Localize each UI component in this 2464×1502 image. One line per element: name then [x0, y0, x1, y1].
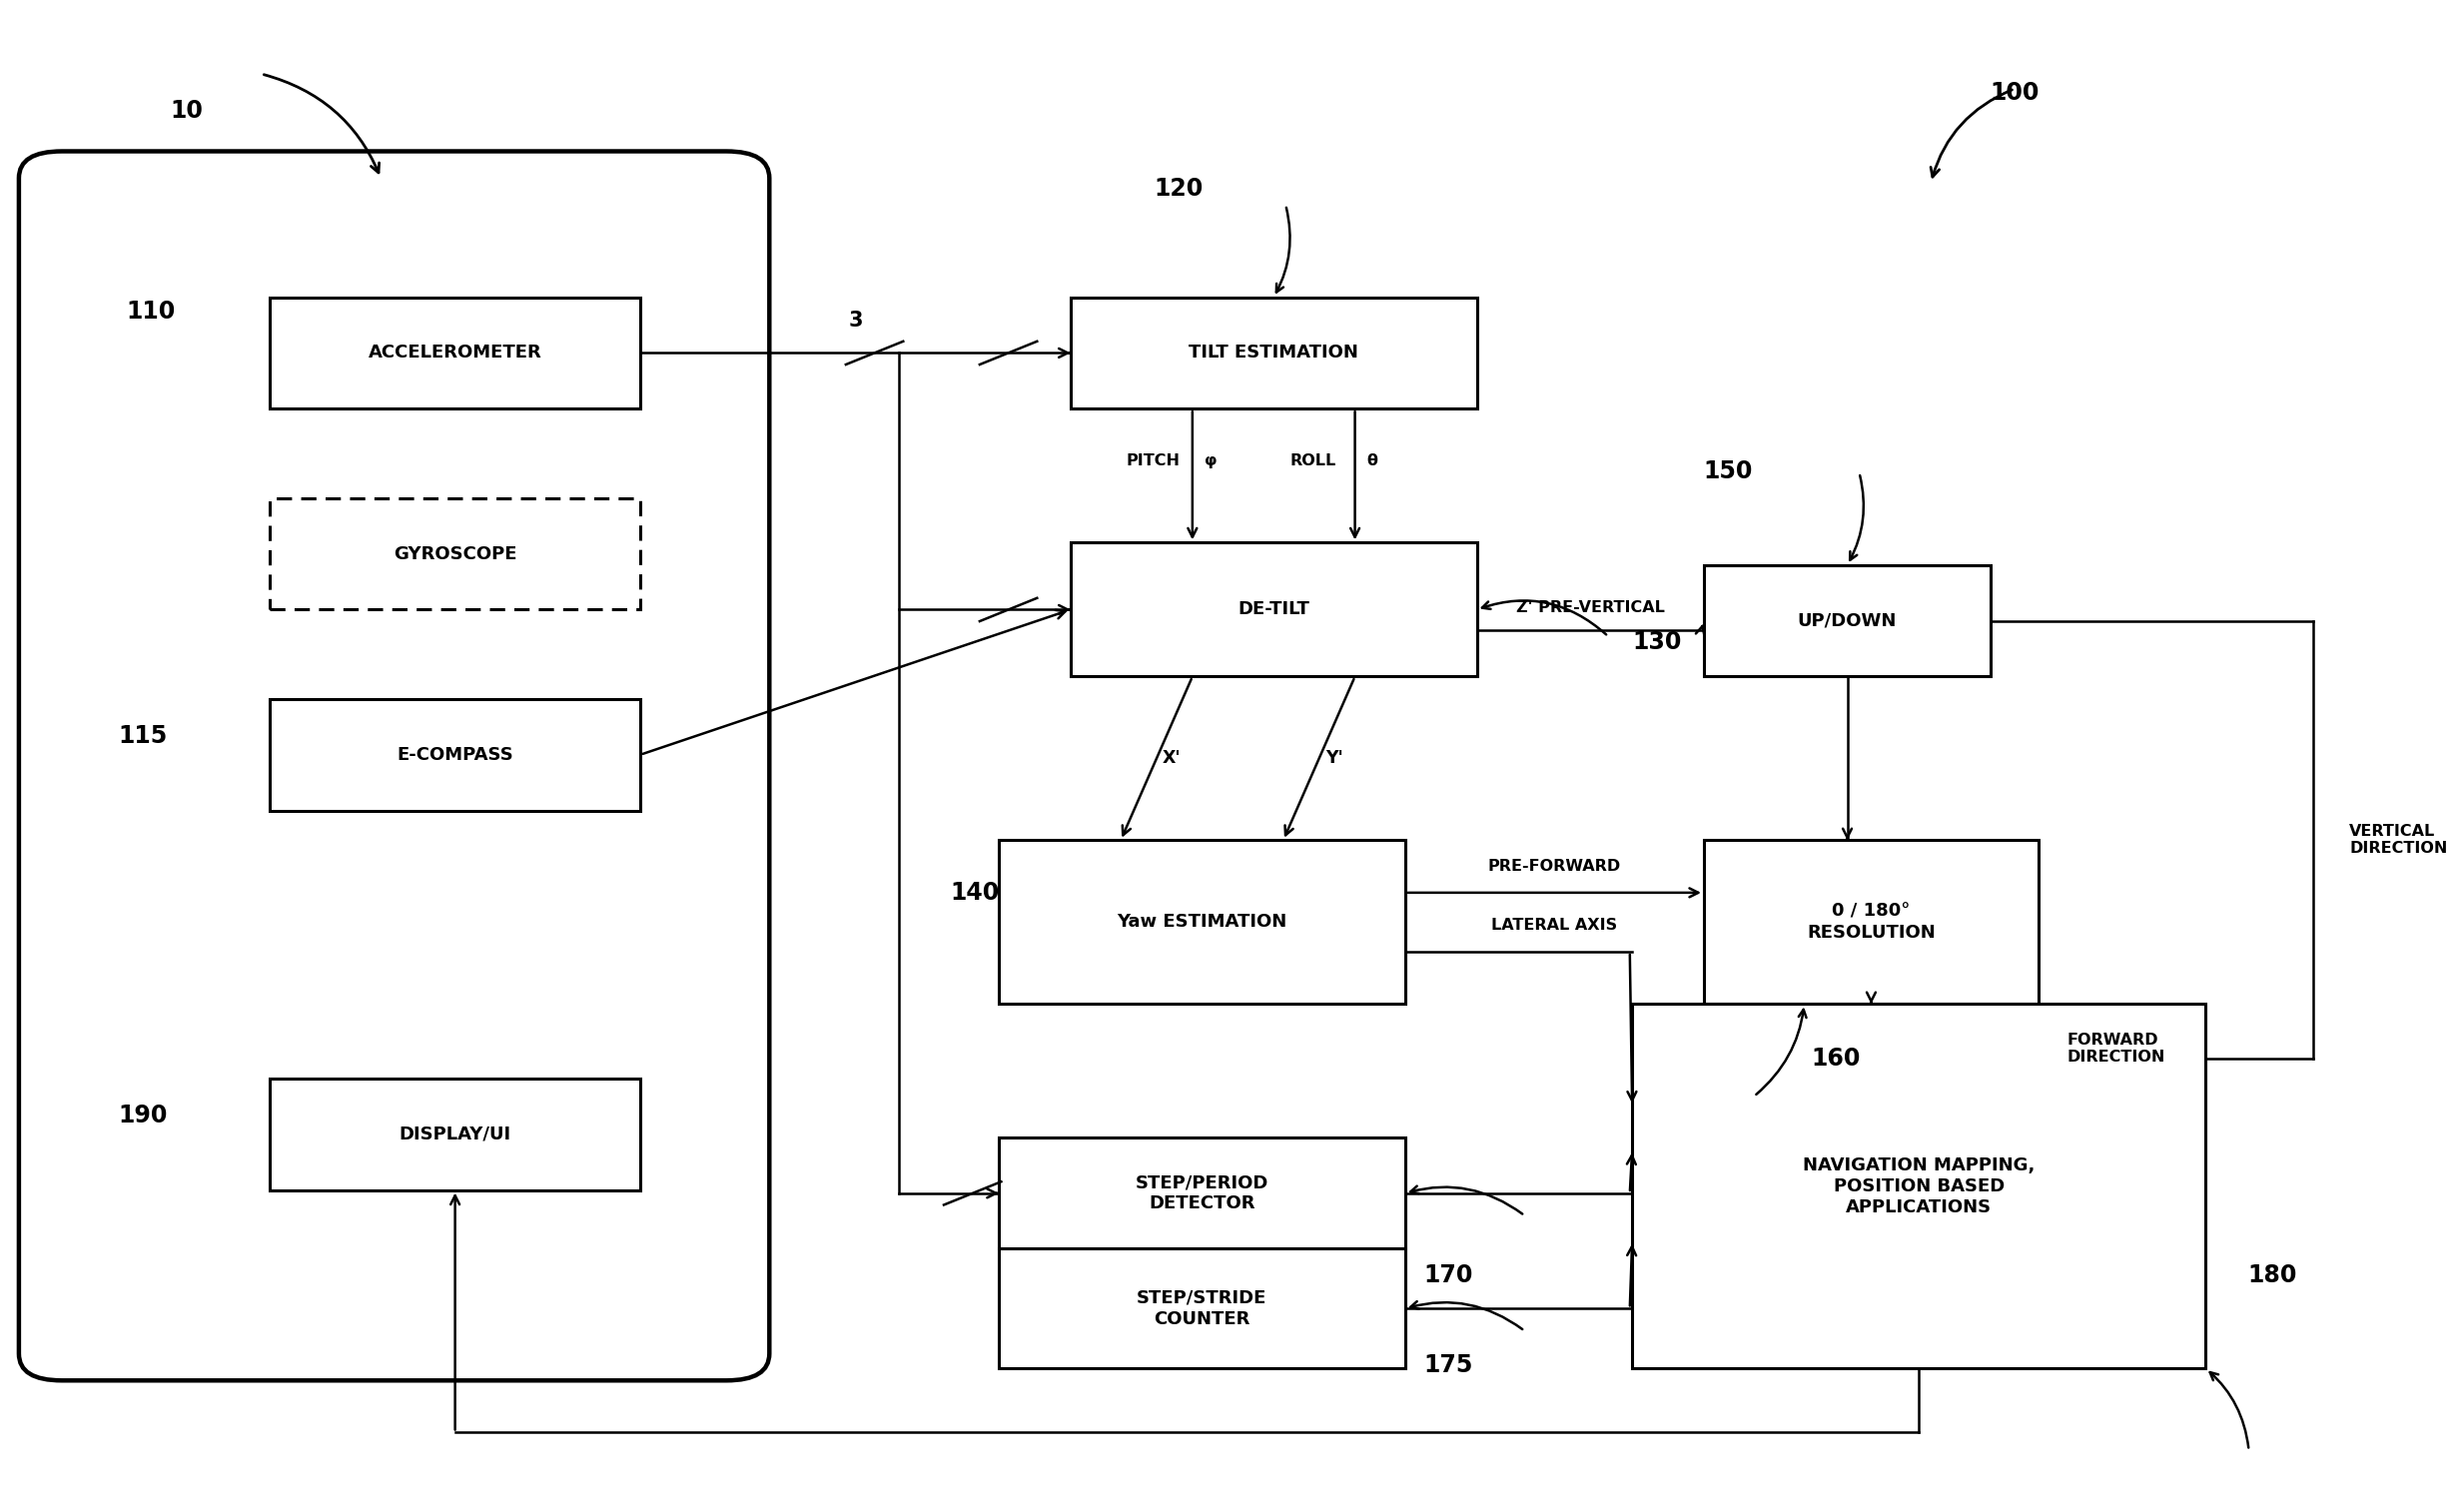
- Text: 180: 180: [2247, 1263, 2296, 1287]
- Text: TILT ESTIMATION: TILT ESTIMATION: [1188, 344, 1358, 362]
- Text: VERTICAL
DIRECTION: VERTICAL DIRECTION: [2348, 823, 2447, 856]
- FancyBboxPatch shape: [271, 1078, 641, 1190]
- Text: DE-TILT: DE-TILT: [1237, 601, 1308, 619]
- Text: 160: 160: [1811, 1047, 1860, 1071]
- FancyBboxPatch shape: [998, 840, 1404, 1003]
- Text: θ: θ: [1368, 454, 1377, 469]
- Text: 3: 3: [848, 311, 862, 330]
- Text: FORWARD
DIRECTION: FORWARD DIRECTION: [2067, 1032, 2166, 1065]
- Text: ROLL: ROLL: [1289, 454, 1335, 469]
- Text: PRE-FORWARD: PRE-FORWARD: [1488, 859, 1621, 873]
- Text: 175: 175: [1424, 1353, 1473, 1377]
- Text: UP/DOWN: UP/DOWN: [1799, 611, 1897, 629]
- Text: 130: 130: [1631, 631, 1680, 655]
- Text: Yaw ESTIMATION: Yaw ESTIMATION: [1116, 913, 1286, 931]
- Text: 170: 170: [1424, 1263, 1473, 1287]
- FancyBboxPatch shape: [1069, 297, 1476, 409]
- Text: STEP/PERIOD
DETECTOR: STEP/PERIOD DETECTOR: [1136, 1175, 1269, 1212]
- Text: GYROSCOPE: GYROSCOPE: [394, 545, 517, 563]
- Text: 140: 140: [951, 880, 1000, 904]
- Text: 0 / 180°
RESOLUTION: 0 / 180° RESOLUTION: [1806, 903, 1937, 942]
- FancyBboxPatch shape: [271, 698, 641, 811]
- Text: DISPLAY/UI: DISPLAY/UI: [399, 1125, 510, 1143]
- Text: 150: 150: [1703, 460, 1752, 484]
- Text: 10: 10: [170, 99, 202, 123]
- Text: 110: 110: [126, 300, 175, 324]
- FancyBboxPatch shape: [1631, 1003, 2205, 1368]
- Text: φ: φ: [1205, 454, 1217, 469]
- Text: STEP/STRIDE
COUNTER: STEP/STRIDE COUNTER: [1136, 1289, 1266, 1328]
- Text: Z' PRE-VERTICAL: Z' PRE-VERTICAL: [1515, 599, 1666, 614]
- Text: PITCH: PITCH: [1126, 454, 1180, 469]
- FancyBboxPatch shape: [1069, 542, 1476, 676]
- Text: Y': Y': [1326, 749, 1343, 768]
- FancyBboxPatch shape: [1705, 565, 1991, 676]
- Text: LATERAL AXIS: LATERAL AXIS: [1491, 918, 1616, 933]
- FancyBboxPatch shape: [20, 152, 769, 1380]
- Text: ACCELEROMETER: ACCELEROMETER: [367, 344, 542, 362]
- FancyBboxPatch shape: [271, 499, 641, 610]
- Text: 100: 100: [1991, 81, 2040, 105]
- Text: 115: 115: [118, 724, 168, 748]
- Text: E-COMPASS: E-COMPASS: [397, 745, 513, 763]
- FancyBboxPatch shape: [271, 297, 641, 409]
- Text: X': X': [1163, 749, 1180, 768]
- FancyBboxPatch shape: [1705, 840, 2038, 1003]
- Text: 120: 120: [1153, 177, 1202, 200]
- Text: 190: 190: [118, 1104, 168, 1128]
- FancyBboxPatch shape: [998, 1139, 1404, 1368]
- Text: NAVIGATION MAPPING,
POSITION BASED
APPLICATIONS: NAVIGATION MAPPING, POSITION BASED APPLI…: [1804, 1157, 2035, 1217]
